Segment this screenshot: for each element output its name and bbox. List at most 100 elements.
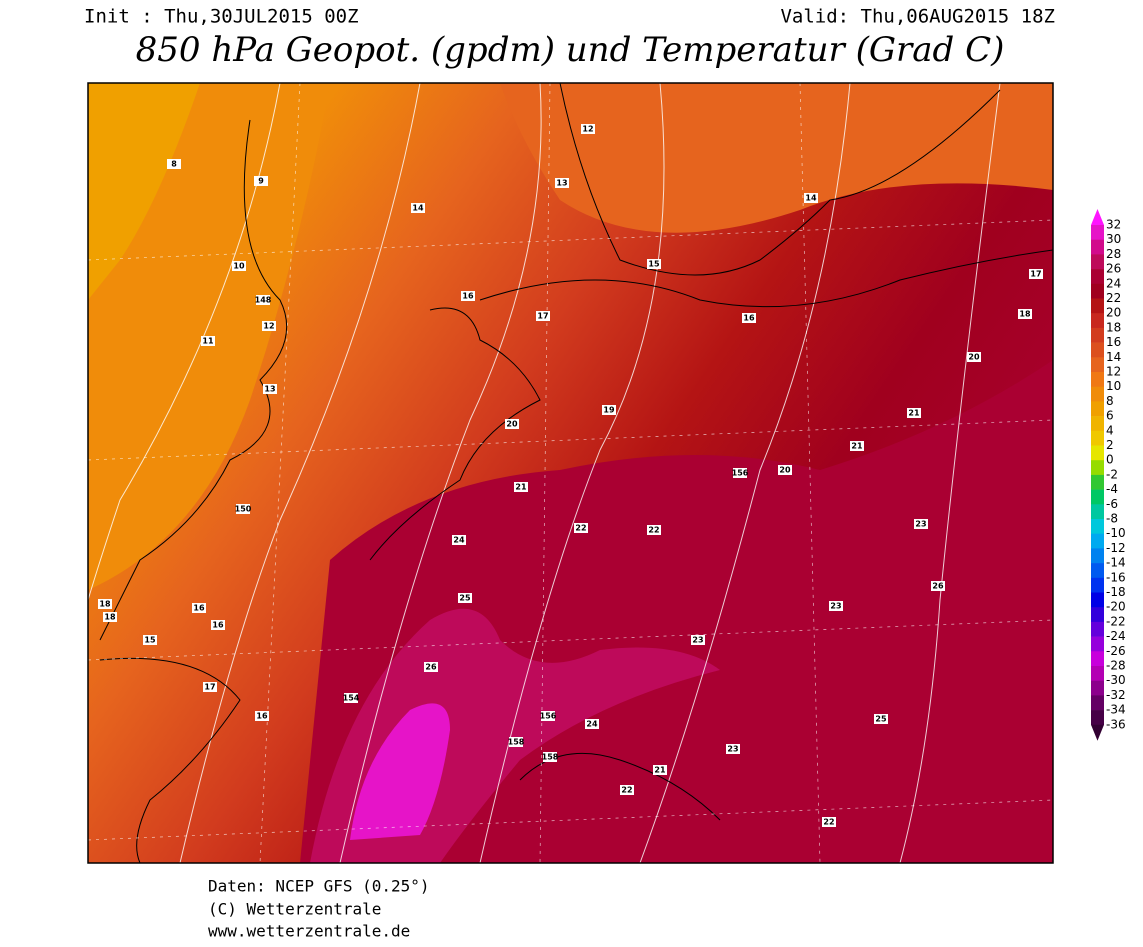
contour-label: 16 (256, 712, 268, 721)
colorbar-label: 10 (1106, 379, 1121, 393)
contour-label: 25 (459, 594, 471, 603)
contour-label-box (602, 405, 616, 415)
colorbar-band (1091, 225, 1104, 240)
contour-label-box (509, 737, 523, 747)
contour-label: 12 (582, 125, 593, 134)
colorbar-band (1091, 254, 1104, 270)
contour-label: 8 (171, 160, 177, 169)
contour-label-box (236, 504, 250, 514)
map-title: 850 hPa Geopot. (gpdm) und Temperatur (G… (136, 30, 1005, 70)
colorbar-band (1091, 298, 1104, 314)
contour-label-box (543, 752, 557, 762)
contour-label-box (555, 178, 569, 188)
map-frame (87, 82, 1054, 864)
contour-label-box (201, 336, 215, 346)
colorbar-band (1091, 548, 1104, 564)
contour-label-box (452, 535, 466, 545)
contour-label-box (167, 159, 181, 169)
contour-label-box (255, 711, 269, 721)
contour-label-box (263, 384, 277, 394)
contour-label: 18 (99, 600, 111, 609)
contour-label: 11 (202, 337, 214, 346)
colorbar-label: 8 (1106, 394, 1114, 408)
contour-label: 14 (805, 194, 817, 203)
colorbar-band (1091, 269, 1104, 285)
contour-label-box (581, 124, 595, 134)
colorbar-band (1091, 342, 1104, 358)
contour-label: 22 (621, 786, 632, 795)
colorbar-band (1091, 474, 1104, 490)
colorbar-band (1091, 680, 1104, 696)
colorbar-band (1091, 577, 1104, 593)
contour-label: 21 (908, 409, 920, 418)
contour-label-box (822, 817, 836, 827)
colorbar-label: 20 (1106, 306, 1121, 320)
valid-time: Valid: Thu,06AUG2015 18Z (780, 6, 1055, 28)
contour-label: 20 (506, 420, 518, 429)
colorbar-label: 14 (1106, 350, 1121, 364)
colorbar-label: 26 (1106, 262, 1121, 276)
contour-label-box (103, 612, 117, 622)
contour-label: 13 (556, 179, 567, 188)
contour-label-box (829, 601, 843, 611)
contour-label-box (461, 291, 475, 301)
colorbar-label: 30 (1106, 232, 1121, 246)
colorbar-label: -28 (1106, 659, 1126, 673)
contour-label-box (931, 581, 945, 591)
contour-label-box (967, 352, 981, 362)
colorbar-label: -34 (1106, 703, 1126, 717)
colorbar-band (1091, 372, 1104, 387)
colorbar-bottom-arrow (1091, 724, 1104, 741)
contour-label: 9 (258, 177, 264, 186)
contour-label-box (647, 525, 661, 535)
colorbar-band (1091, 666, 1104, 681)
colorbar-label: 2 (1106, 438, 1114, 452)
colorbar-band (1091, 592, 1104, 608)
colorbar-band (1091, 695, 1104, 711)
colorbar-band (1091, 519, 1104, 534)
contour-label: 15 (648, 260, 660, 269)
contour-label: 18 (104, 613, 116, 622)
colorbar-band (1091, 489, 1104, 505)
contour-label: 25 (875, 715, 887, 724)
colorbar-band (1091, 313, 1104, 329)
contour-label-box (143, 635, 157, 645)
colorbar-label: -2 (1106, 467, 1118, 481)
contour-label: 19 (603, 406, 615, 415)
contour-label: 16 (212, 621, 224, 630)
contour-label: 21 (851, 442, 863, 451)
contour-label: 20 (779, 466, 791, 475)
colorbar-top-arrow (1091, 209, 1104, 225)
colorbar-band (1091, 651, 1104, 667)
contour-label: 22 (823, 818, 834, 827)
contour-label: 10 (233, 262, 245, 271)
contour-label-box (907, 408, 921, 418)
contour-label: 24 (453, 536, 465, 545)
colorbar-label: -22 (1106, 614, 1126, 628)
colorbar-band (1091, 563, 1104, 579)
colorbar-label: 12 (1106, 365, 1121, 379)
colorbar-label: -20 (1106, 600, 1126, 614)
contour-label: 13 (264, 385, 275, 394)
contour-label: 15 (144, 636, 156, 645)
contour-label-box (254, 176, 268, 186)
colorbar-label: 18 (1106, 320, 1121, 334)
contour-label: 150 (235, 505, 252, 514)
colorbar-label: 16 (1106, 335, 1121, 349)
contour-label-box (742, 313, 756, 323)
contour-label: 21 (515, 483, 527, 492)
contour-label: 24 (586, 720, 598, 729)
contour-label-box (458, 593, 472, 603)
contour-label: 14 (412, 204, 424, 213)
contour-label: 26 (425, 663, 437, 672)
contour-label: 156 (540, 712, 557, 721)
contour-label-box (541, 711, 555, 721)
contour-label: 148 (255, 296, 272, 305)
colorbar-band (1091, 430, 1104, 446)
colorbar-label: -32 (1106, 688, 1126, 702)
contour-label: 23 (727, 745, 738, 754)
contour-label: 17 (204, 683, 215, 692)
contour-label-box (411, 203, 425, 213)
contour-label-box (653, 765, 667, 775)
